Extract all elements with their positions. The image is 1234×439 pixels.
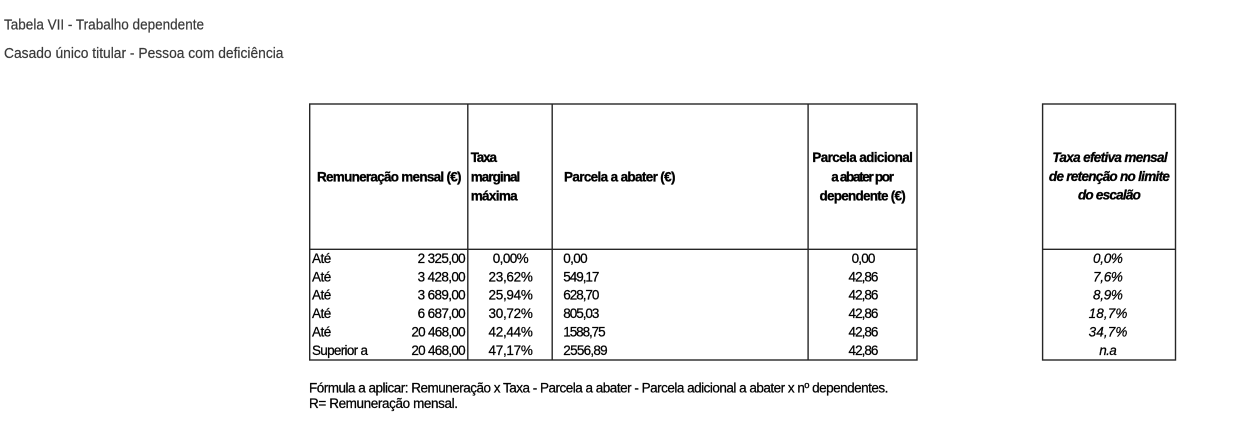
svg-text:0,00: 0,00 (852, 251, 876, 266)
svg-text:20 468,00: 20 468,00 (411, 324, 465, 339)
svg-text:42,44%: 42,44% (489, 324, 533, 339)
svg-text:Taxa efetiva mensal: Taxa efetiva mensal (1052, 150, 1168, 165)
svg-text:R= Remuneração mensal.: R= Remuneração mensal. (309, 396, 458, 411)
svg-text:549,17: 549,17 (563, 269, 599, 284)
svg-text:Taxa: Taxa (471, 150, 498, 165)
svg-text:Superior a: Superior a (312, 343, 368, 358)
svg-text:805,03: 805,03 (563, 306, 599, 321)
svg-text:42,86: 42,86 (849, 288, 879, 303)
svg-text:n.a: n.a (1099, 343, 1117, 358)
svg-text:0,0%: 0,0% (1093, 251, 1123, 266)
svg-text:8,9%: 8,9% (1093, 288, 1123, 303)
svg-text:6 687,00: 6 687,00 (418, 306, 466, 321)
svg-text:20 468,00: 20 468,00 (411, 343, 465, 358)
svg-text:47,17%: 47,17% (489, 343, 533, 358)
svg-text:23,62%: 23,62% (489, 269, 533, 284)
svg-text:Remuneração mensal (€): Remuneração mensal (€) (317, 169, 462, 184)
svg-text:0,00: 0,00 (563, 251, 587, 266)
svg-text:Até: Até (312, 306, 331, 321)
svg-text:a abater por: a abater por (831, 169, 895, 184)
svg-text:2556,89: 2556,89 (563, 343, 607, 358)
svg-text:1588,75: 1588,75 (563, 324, 605, 339)
svg-text:Até: Até (312, 251, 331, 266)
svg-text:dependente (€): dependente (€) (819, 188, 905, 203)
svg-text:Casado único titular - Pessoa: Casado único titular - Pessoa com defici… (4, 46, 284, 62)
svg-text:25,94%: 25,94% (489, 288, 533, 303)
svg-text:0,00%: 0,00% (493, 251, 529, 266)
svg-text:2 325,00: 2 325,00 (418, 251, 466, 266)
svg-text:Parcela adicional: Parcela adicional (812, 150, 913, 165)
svg-text:Até: Até (312, 288, 331, 303)
svg-text:42,86: 42,86 (849, 269, 879, 284)
svg-text:42,86: 42,86 (849, 343, 879, 358)
svg-text:Até: Até (312, 324, 331, 339)
svg-text:Tabela VII - Trabalho dependen: Tabela VII - Trabalho dependente (4, 18, 204, 34)
svg-text:18,7%: 18,7% (1089, 306, 1128, 321)
svg-text:Até: Até (312, 269, 331, 284)
svg-text:máxima: máxima (471, 188, 518, 203)
svg-text:34,7%: 34,7% (1089, 324, 1128, 339)
svg-text:7,6%: 7,6% (1093, 269, 1123, 284)
svg-text:3 689,00: 3 689,00 (418, 288, 466, 303)
svg-text:marginal: marginal (471, 169, 521, 184)
svg-text:42,86: 42,86 (849, 324, 879, 339)
svg-text:628,70: 628,70 (563, 288, 599, 303)
svg-text:Parcela a abater (€): Parcela a abater (€) (564, 169, 676, 184)
svg-text:de retenção no limite: de retenção no limite (1049, 169, 1170, 184)
svg-text:do escalão: do escalão (1078, 188, 1141, 203)
svg-text:3 428,00: 3 428,00 (418, 269, 466, 284)
svg-text:42,86: 42,86 (849, 306, 879, 321)
svg-text:30,72%: 30,72% (489, 306, 533, 321)
svg-text:Fórmula a aplicar: Remuneração: Fórmula a aplicar: Remuneração x Taxa - … (309, 381, 888, 396)
